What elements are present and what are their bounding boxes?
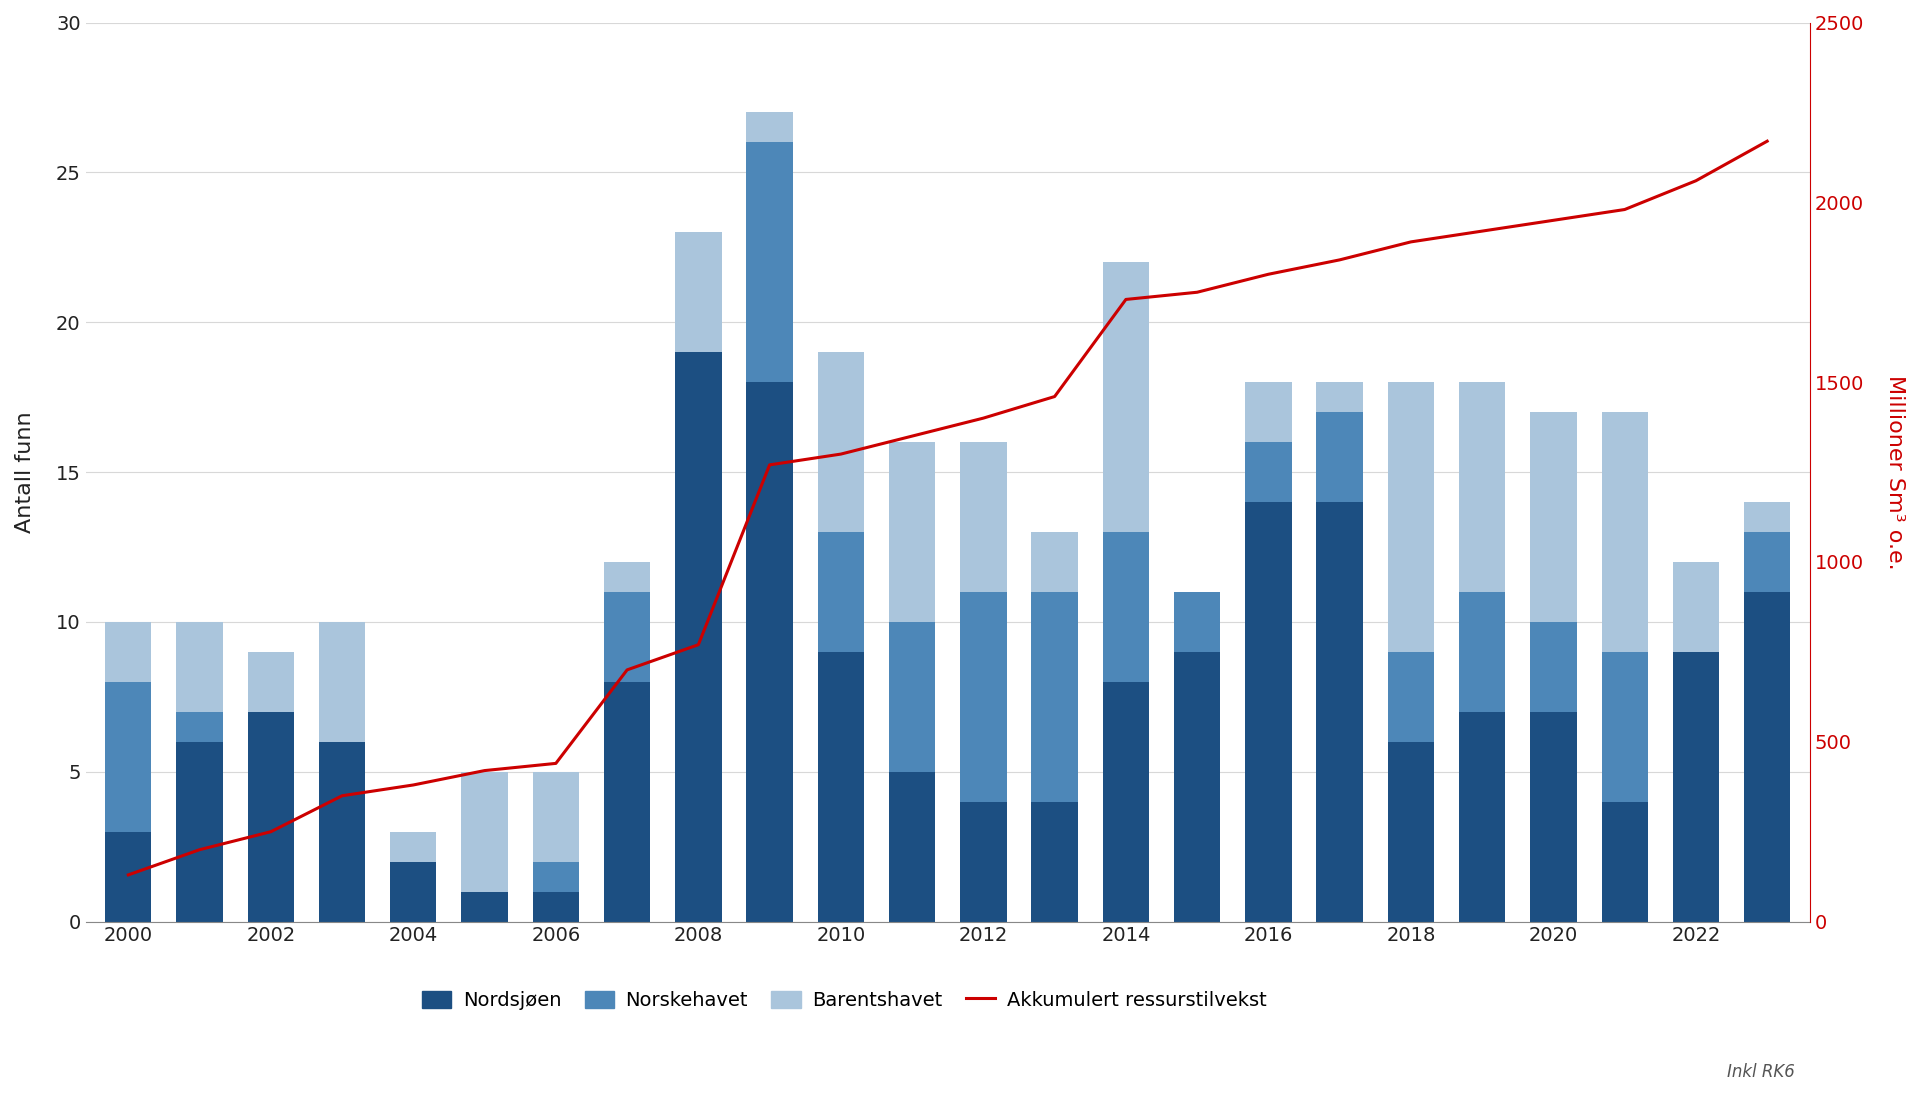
Bar — [177, 741, 223, 922]
Bar — [747, 142, 793, 382]
Bar — [532, 892, 580, 922]
Bar — [532, 772, 580, 861]
Bar — [889, 622, 935, 772]
Bar — [960, 802, 1006, 922]
Bar — [461, 772, 507, 892]
Bar — [1459, 592, 1505, 712]
Bar — [1102, 532, 1148, 682]
Bar — [1388, 652, 1434, 741]
Bar — [605, 562, 651, 592]
Y-axis label: Antall funn: Antall funn — [15, 411, 35, 533]
Bar — [1102, 262, 1148, 532]
Bar — [1601, 652, 1647, 802]
Bar — [1246, 382, 1292, 442]
Bar — [1173, 652, 1221, 922]
Bar — [1459, 382, 1505, 592]
Bar — [818, 532, 864, 652]
Bar — [1102, 682, 1148, 922]
Bar — [319, 741, 365, 922]
Bar — [1031, 532, 1077, 592]
Legend: Nordsjøen, Norskehavet, Barentshavet, Akkumulert ressurstilvekst: Nordsjøen, Norskehavet, Barentshavet, Ak… — [413, 981, 1277, 1020]
Text: Inkl RK6: Inkl RK6 — [1728, 1063, 1795, 1081]
Bar — [1031, 802, 1077, 922]
Bar — [1173, 592, 1221, 652]
Bar — [1246, 502, 1292, 922]
Bar — [248, 652, 294, 712]
Bar — [960, 442, 1006, 592]
Bar — [1601, 412, 1647, 652]
Bar — [1601, 802, 1647, 922]
Bar — [676, 232, 722, 352]
Bar — [106, 832, 152, 922]
Bar — [1530, 622, 1576, 712]
Bar — [747, 382, 793, 922]
Bar — [1743, 592, 1789, 922]
Bar — [747, 112, 793, 142]
Bar — [1388, 382, 1434, 652]
Bar — [1388, 741, 1434, 922]
Bar — [1031, 592, 1077, 802]
Bar — [319, 622, 365, 741]
Bar — [1672, 562, 1718, 652]
Bar — [1530, 712, 1576, 922]
Bar — [106, 682, 152, 832]
Bar — [461, 892, 507, 922]
Bar — [390, 832, 436, 861]
Bar — [1317, 502, 1363, 922]
Bar — [1459, 712, 1505, 922]
Y-axis label: Millioner Sm³ o.e.: Millioner Sm³ o.e. — [1885, 375, 1905, 569]
Bar — [889, 442, 935, 622]
Bar — [248, 712, 294, 922]
Bar — [1672, 652, 1718, 922]
Bar — [106, 622, 152, 682]
Bar — [818, 352, 864, 532]
Bar — [1317, 382, 1363, 412]
Bar — [1743, 532, 1789, 592]
Bar — [1530, 412, 1576, 622]
Bar — [177, 622, 223, 712]
Bar — [1246, 442, 1292, 502]
Bar — [1743, 502, 1789, 532]
Bar — [818, 652, 864, 922]
Bar — [960, 592, 1006, 802]
Bar — [177, 712, 223, 741]
Bar — [532, 861, 580, 892]
Bar — [605, 682, 651, 922]
Bar — [889, 772, 935, 922]
Bar — [390, 861, 436, 922]
Bar — [605, 592, 651, 682]
Bar — [1317, 412, 1363, 502]
Bar — [676, 352, 722, 922]
